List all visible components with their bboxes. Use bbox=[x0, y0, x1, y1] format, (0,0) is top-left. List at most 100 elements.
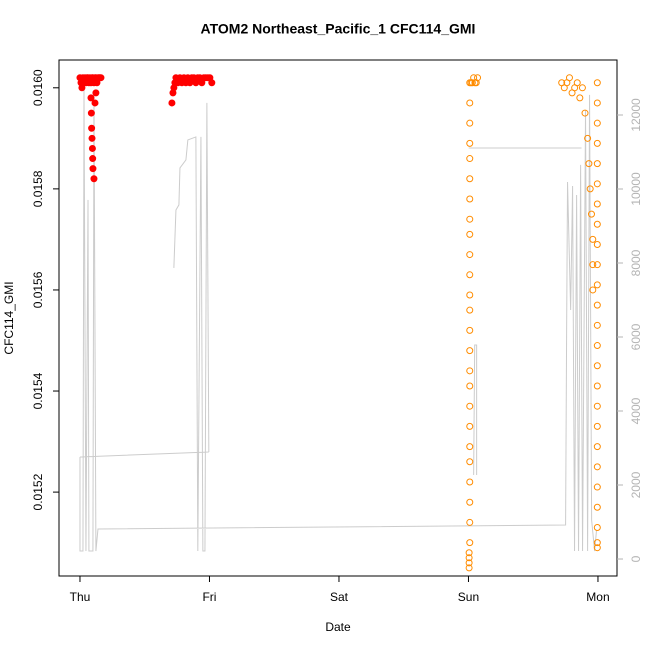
data-point bbox=[593, 422, 601, 430]
data-point bbox=[92, 89, 100, 97]
data-point bbox=[466, 367, 474, 375]
data-point bbox=[593, 443, 601, 451]
data-point bbox=[573, 79, 581, 87]
data-point bbox=[168, 99, 176, 107]
data-point bbox=[593, 240, 601, 248]
data-point bbox=[89, 165, 97, 173]
data-point bbox=[466, 347, 474, 355]
x-tick-label: Sat bbox=[330, 590, 349, 604]
data-point bbox=[593, 382, 601, 390]
data-point bbox=[587, 210, 595, 218]
data-point bbox=[466, 422, 474, 430]
data-point bbox=[466, 326, 474, 334]
data-point bbox=[593, 139, 601, 147]
x-axis-label: Date bbox=[325, 620, 351, 634]
y-tick-label: 0.0152 bbox=[31, 473, 45, 510]
data-point bbox=[466, 215, 474, 223]
data-point bbox=[593, 119, 601, 127]
data-point bbox=[466, 443, 474, 451]
data-point bbox=[466, 99, 474, 107]
data-point bbox=[576, 94, 584, 102]
data-point bbox=[565, 74, 573, 82]
data-point bbox=[88, 134, 96, 142]
data-point bbox=[466, 498, 474, 506]
y-tick-label: 0.0154 bbox=[31, 372, 45, 409]
data-point bbox=[593, 99, 601, 107]
x-tick-label: Thu bbox=[70, 590, 91, 604]
y2-tick-label: 0 bbox=[629, 555, 643, 562]
data-point bbox=[593, 160, 601, 168]
data-point bbox=[589, 235, 597, 243]
data-point bbox=[466, 271, 474, 279]
data-point bbox=[593, 362, 601, 370]
data-point bbox=[465, 559, 473, 567]
y2-tick-label: 4000 bbox=[629, 397, 643, 424]
y-tick-label: 0.0160 bbox=[31, 69, 45, 106]
y2-tick-label: 12000 bbox=[629, 98, 643, 132]
data-point bbox=[466, 155, 474, 163]
data-point bbox=[465, 564, 473, 572]
data-line bbox=[79, 89, 598, 552]
data-point bbox=[578, 84, 586, 92]
data-point bbox=[593, 79, 601, 87]
data-point bbox=[593, 180, 601, 188]
data-point bbox=[465, 549, 473, 557]
data-point bbox=[466, 458, 474, 466]
data-point bbox=[466, 402, 474, 410]
data-point bbox=[585, 160, 593, 168]
y2-tick-label: 8000 bbox=[629, 249, 643, 276]
y2-tick-label: 2000 bbox=[629, 471, 643, 498]
data-point bbox=[589, 261, 597, 269]
y-tick-label: 0.0158 bbox=[31, 170, 45, 207]
data-point bbox=[97, 74, 105, 82]
data-point bbox=[581, 109, 589, 117]
data-point bbox=[584, 134, 592, 142]
data-point bbox=[593, 342, 601, 350]
data-point bbox=[468, 79, 476, 87]
data-point bbox=[466, 175, 474, 183]
data-point bbox=[465, 554, 473, 562]
data-point bbox=[474, 74, 482, 82]
data-point bbox=[593, 503, 601, 511]
data-point bbox=[88, 124, 96, 132]
data-point bbox=[466, 382, 474, 390]
y-axis-label: CFC114_GMI bbox=[2, 281, 16, 354]
data-point bbox=[593, 402, 601, 410]
data-point bbox=[87, 94, 95, 102]
x-tick-label: Fri bbox=[202, 590, 216, 604]
data-point bbox=[466, 195, 474, 203]
data-point bbox=[593, 539, 601, 547]
data-point bbox=[472, 79, 480, 87]
data-point bbox=[466, 230, 474, 238]
data-point bbox=[90, 175, 98, 183]
data-point bbox=[466, 119, 474, 127]
data-point bbox=[586, 185, 594, 193]
data-point bbox=[91, 99, 99, 107]
data-point bbox=[593, 523, 601, 531]
data-point bbox=[466, 251, 474, 259]
data-point bbox=[593, 321, 601, 329]
data-point bbox=[466, 518, 474, 526]
x-tick-label: Sun bbox=[458, 590, 479, 604]
chart-title: ATOM2 Northeast_Pacific_1 CFC114_GMI bbox=[201, 21, 476, 37]
y2-tick-label: 10000 bbox=[629, 172, 643, 206]
data-point bbox=[87, 109, 95, 117]
data-point bbox=[466, 478, 474, 486]
data-point bbox=[593, 544, 601, 552]
data-point bbox=[466, 291, 474, 299]
data-point bbox=[593, 301, 601, 309]
data-point bbox=[593, 261, 601, 269]
data-point bbox=[466, 139, 474, 147]
data-point bbox=[593, 281, 601, 289]
data-point bbox=[88, 144, 96, 152]
data-point bbox=[89, 155, 97, 163]
data-point bbox=[466, 306, 474, 314]
data-point bbox=[466, 539, 474, 547]
plot-frame bbox=[58, 59, 618, 577]
data-point bbox=[593, 220, 601, 228]
data-point bbox=[208, 79, 216, 87]
data-point bbox=[593, 200, 601, 208]
data-point bbox=[593, 463, 601, 471]
data-point bbox=[589, 286, 597, 294]
